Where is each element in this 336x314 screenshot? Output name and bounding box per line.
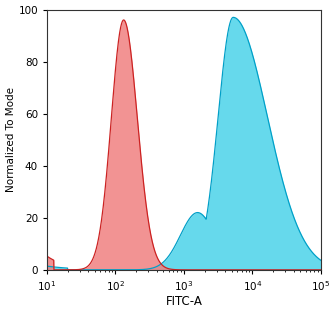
X-axis label: FITC-A: FITC-A [165, 295, 202, 308]
Y-axis label: Normalized To Mode: Normalized To Mode [6, 87, 15, 192]
